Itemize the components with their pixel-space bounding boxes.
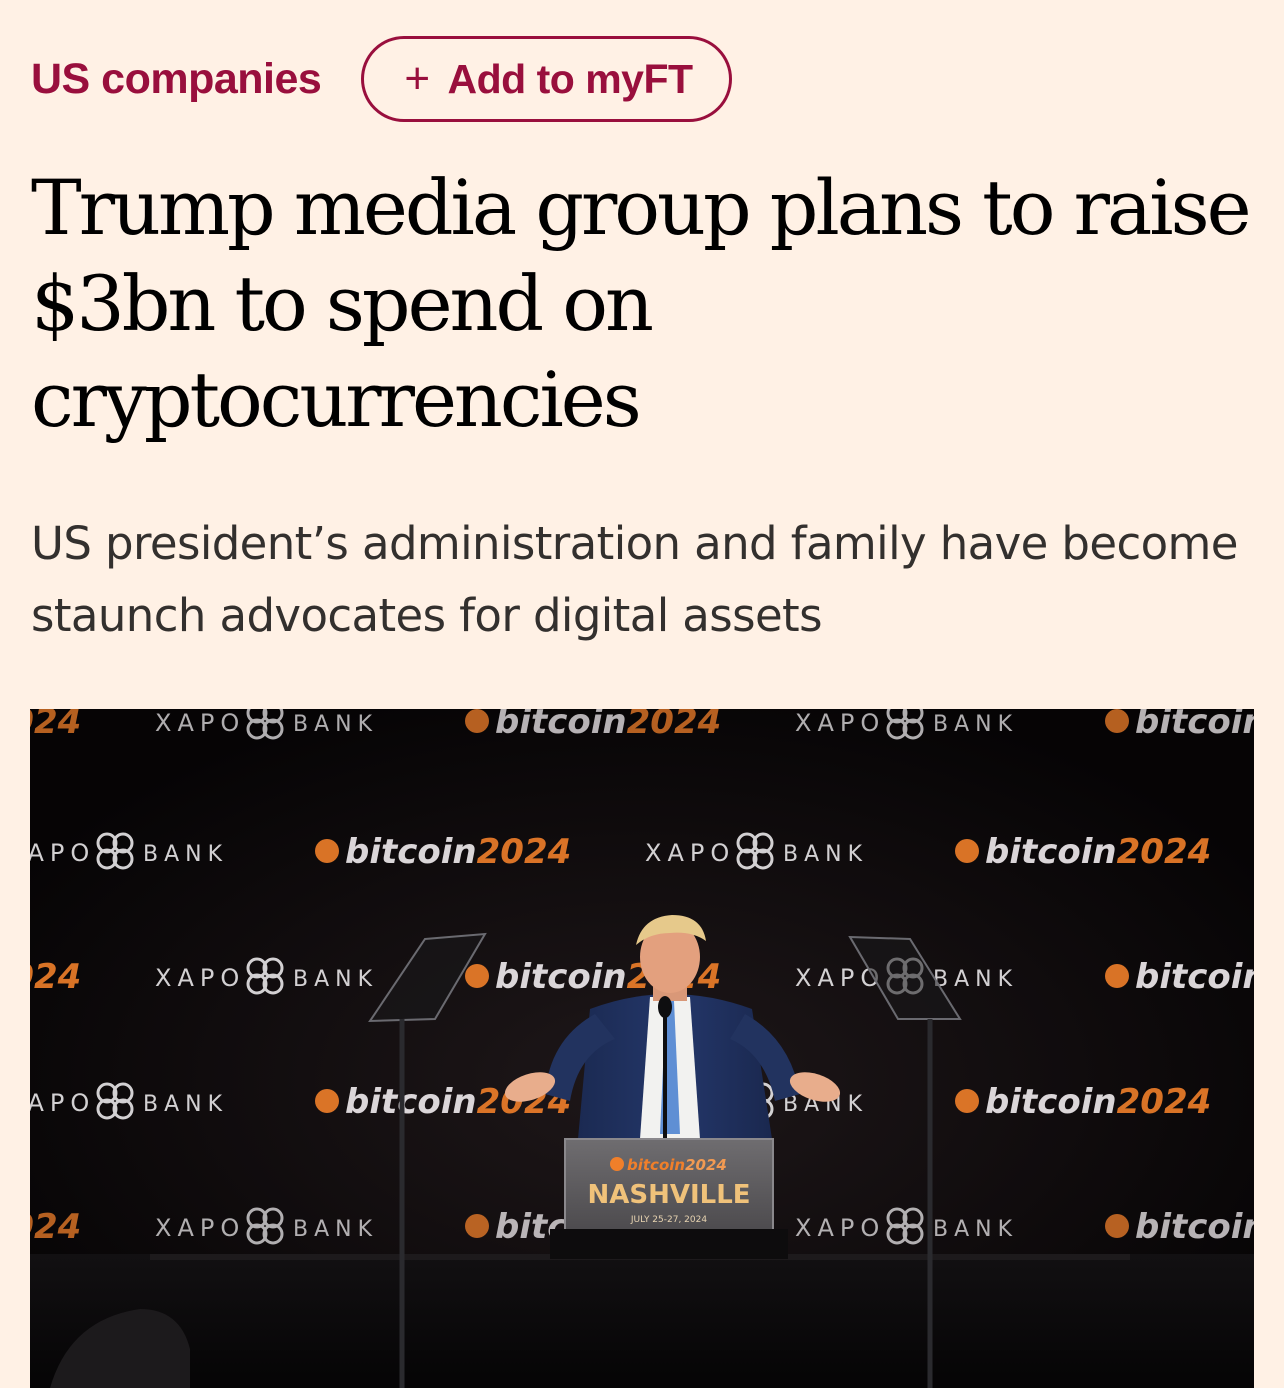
svg-text:XAPO: XAPO bbox=[795, 1214, 885, 1242]
bitcoin-2024-logo: bitcoin2024 bbox=[315, 832, 571, 872]
bitcoin-icon bbox=[955, 839, 979, 863]
bitcoin-2024-logo: bitcoin2024 bbox=[30, 957, 81, 997]
svg-text:XAPO: XAPO bbox=[30, 839, 95, 867]
svg-text:BANK: BANK bbox=[933, 1217, 1018, 1242]
topic-link[interactable]: US companies bbox=[31, 54, 322, 103]
bitcoin-icon bbox=[955, 1089, 979, 1113]
podium-dates: JULY 25-27, 2024 bbox=[630, 1215, 707, 1225]
bitcoin-icon bbox=[465, 1214, 489, 1238]
xapo-bank-logo: XAPO BANK bbox=[30, 1082, 228, 1120]
svg-text:BANK: BANK bbox=[293, 1217, 378, 1242]
bitcoin-2024-logo: bitcoin2024 bbox=[465, 709, 721, 742]
bitcoin-2024-logo: bitcoin2024 bbox=[30, 709, 81, 742]
xapo-symbol-icon bbox=[736, 832, 774, 870]
bitcoin-icon bbox=[1105, 709, 1129, 733]
bitcoin-2024-logo: bitcoin2024 bbox=[955, 832, 1211, 872]
xapo-symbol-icon bbox=[246, 1207, 284, 1245]
speaker bbox=[504, 915, 841, 1139]
xapo-bank-logo: XAPO BANK bbox=[155, 709, 378, 740]
svg-text:XAPO: XAPO bbox=[155, 1214, 245, 1242]
svg-text:BANK: BANK bbox=[143, 842, 228, 867]
bitcoin-icon bbox=[465, 964, 489, 988]
svg-text:bitcoin2024: bitcoin2024 bbox=[1135, 1207, 1254, 1247]
add-to-myft-button[interactable]: + Add to myFT bbox=[361, 36, 732, 122]
svg-text:bitcoin2024: bitcoin2024 bbox=[30, 709, 81, 742]
teleprompter-left bbox=[368, 932, 487, 1388]
xapo-bank-logo: XAPO BANK bbox=[795, 1207, 1018, 1245]
headline: Trump media group plans to raise $3bn to… bbox=[31, 163, 1252, 444]
bitcoin-icon bbox=[465, 709, 489, 733]
bitcoin-icon bbox=[1105, 1214, 1129, 1238]
svg-text:bitcoin2024: bitcoin2024 bbox=[30, 957, 81, 997]
svg-text:BANK: BANK bbox=[933, 967, 1018, 992]
bitcoin-2024-logo: bitcoin2024 bbox=[1105, 1207, 1254, 1247]
svg-text:XAPO: XAPO bbox=[155, 964, 245, 992]
svg-text:BANK: BANK bbox=[293, 967, 378, 992]
svg-text:bitcoin2024: bitcoin2024 bbox=[985, 832, 1211, 872]
xapo-symbol-icon bbox=[886, 709, 924, 740]
svg-text:BANK: BANK bbox=[293, 712, 378, 737]
bitcoin-2024-logo: bitcoin2024 bbox=[955, 1082, 1211, 1122]
podium-brand: bitcoin2024 bbox=[627, 1156, 727, 1174]
add-to-myft-label: Add to myFT bbox=[447, 55, 694, 102]
svg-text:bitcoin2024: bitcoin2024 bbox=[30, 1207, 81, 1247]
foreground-silhouette bbox=[50, 1309, 190, 1388]
svg-text:bitcoin2024: bitcoin2024 bbox=[495, 709, 721, 742]
svg-text:XAPO: XAPO bbox=[645, 839, 735, 867]
podium: bitcoin2024 NASHVILLE JULY 25-27, 2024 bbox=[550, 1138, 788, 1259]
xapo-bank-logo: XAPO BANK bbox=[645, 832, 868, 870]
xapo-symbol-icon bbox=[96, 832, 134, 870]
svg-text:bitcoin2024: bitcoin2024 bbox=[1135, 709, 1254, 742]
svg-text:bitcoin2024: bitcoin2024 bbox=[345, 832, 571, 872]
topic-row: US companies + Add to myFT bbox=[31, 34, 732, 124]
svg-text:BANK: BANK bbox=[933, 712, 1018, 737]
svg-text:XAPO: XAPO bbox=[795, 964, 885, 992]
bitcoin-2024-logo: bitcoin2024 bbox=[1105, 957, 1254, 997]
svg-text:XAPO: XAPO bbox=[795, 709, 885, 737]
xapo-symbol-icon bbox=[246, 709, 284, 740]
svg-text:bitcoin2024: bitcoin2024 bbox=[1135, 957, 1254, 997]
svg-text:XAPO: XAPO bbox=[30, 1089, 95, 1117]
bitcoin-icon bbox=[315, 839, 339, 863]
bitcoin-2024-logo: bitcoin2024 bbox=[30, 1207, 81, 1247]
xapo-bank-logo: XAPO BANK bbox=[30, 832, 228, 870]
plus-icon: + bbox=[404, 54, 430, 103]
teleprompter-right bbox=[848, 935, 962, 1388]
xapo-symbol-icon bbox=[246, 957, 284, 995]
hero-photo: XAPO BANK bitcoin2024 XAPO BANK bitcoin2024 XA… bbox=[30, 709, 1254, 1388]
bitcoin-icon bbox=[315, 1089, 339, 1113]
bitcoin-2024-logo: bitcoin2024 bbox=[1105, 709, 1254, 742]
svg-text:XAPO: XAPO bbox=[155, 709, 245, 737]
hero-image: XAPO BANK bitcoin2024 XAPO BANK bitcoin2024 XA… bbox=[30, 709, 1254, 1388]
svg-text:bitcoin2024: bitcoin2024 bbox=[985, 1082, 1211, 1122]
standfirst: US president’s administration and family… bbox=[31, 517, 1238, 642]
bitcoin-icon bbox=[1105, 964, 1129, 988]
xapo-bank-logo: XAPO BANK bbox=[795, 709, 1018, 740]
xapo-symbol-icon bbox=[886, 1207, 924, 1245]
xapo-symbol-icon bbox=[96, 1082, 134, 1120]
xapo-bank-logo: XAPO BANK bbox=[155, 957, 378, 995]
xapo-bank-logo: XAPO BANK bbox=[155, 1207, 378, 1245]
podium-bitcoin-icon bbox=[610, 1157, 624, 1171]
podium-city: NASHVILLE bbox=[587, 1180, 750, 1210]
stage-floor bbox=[30, 1254, 1254, 1388]
svg-text:BANK: BANK bbox=[143, 1092, 228, 1117]
svg-text:BANK: BANK bbox=[783, 842, 868, 867]
